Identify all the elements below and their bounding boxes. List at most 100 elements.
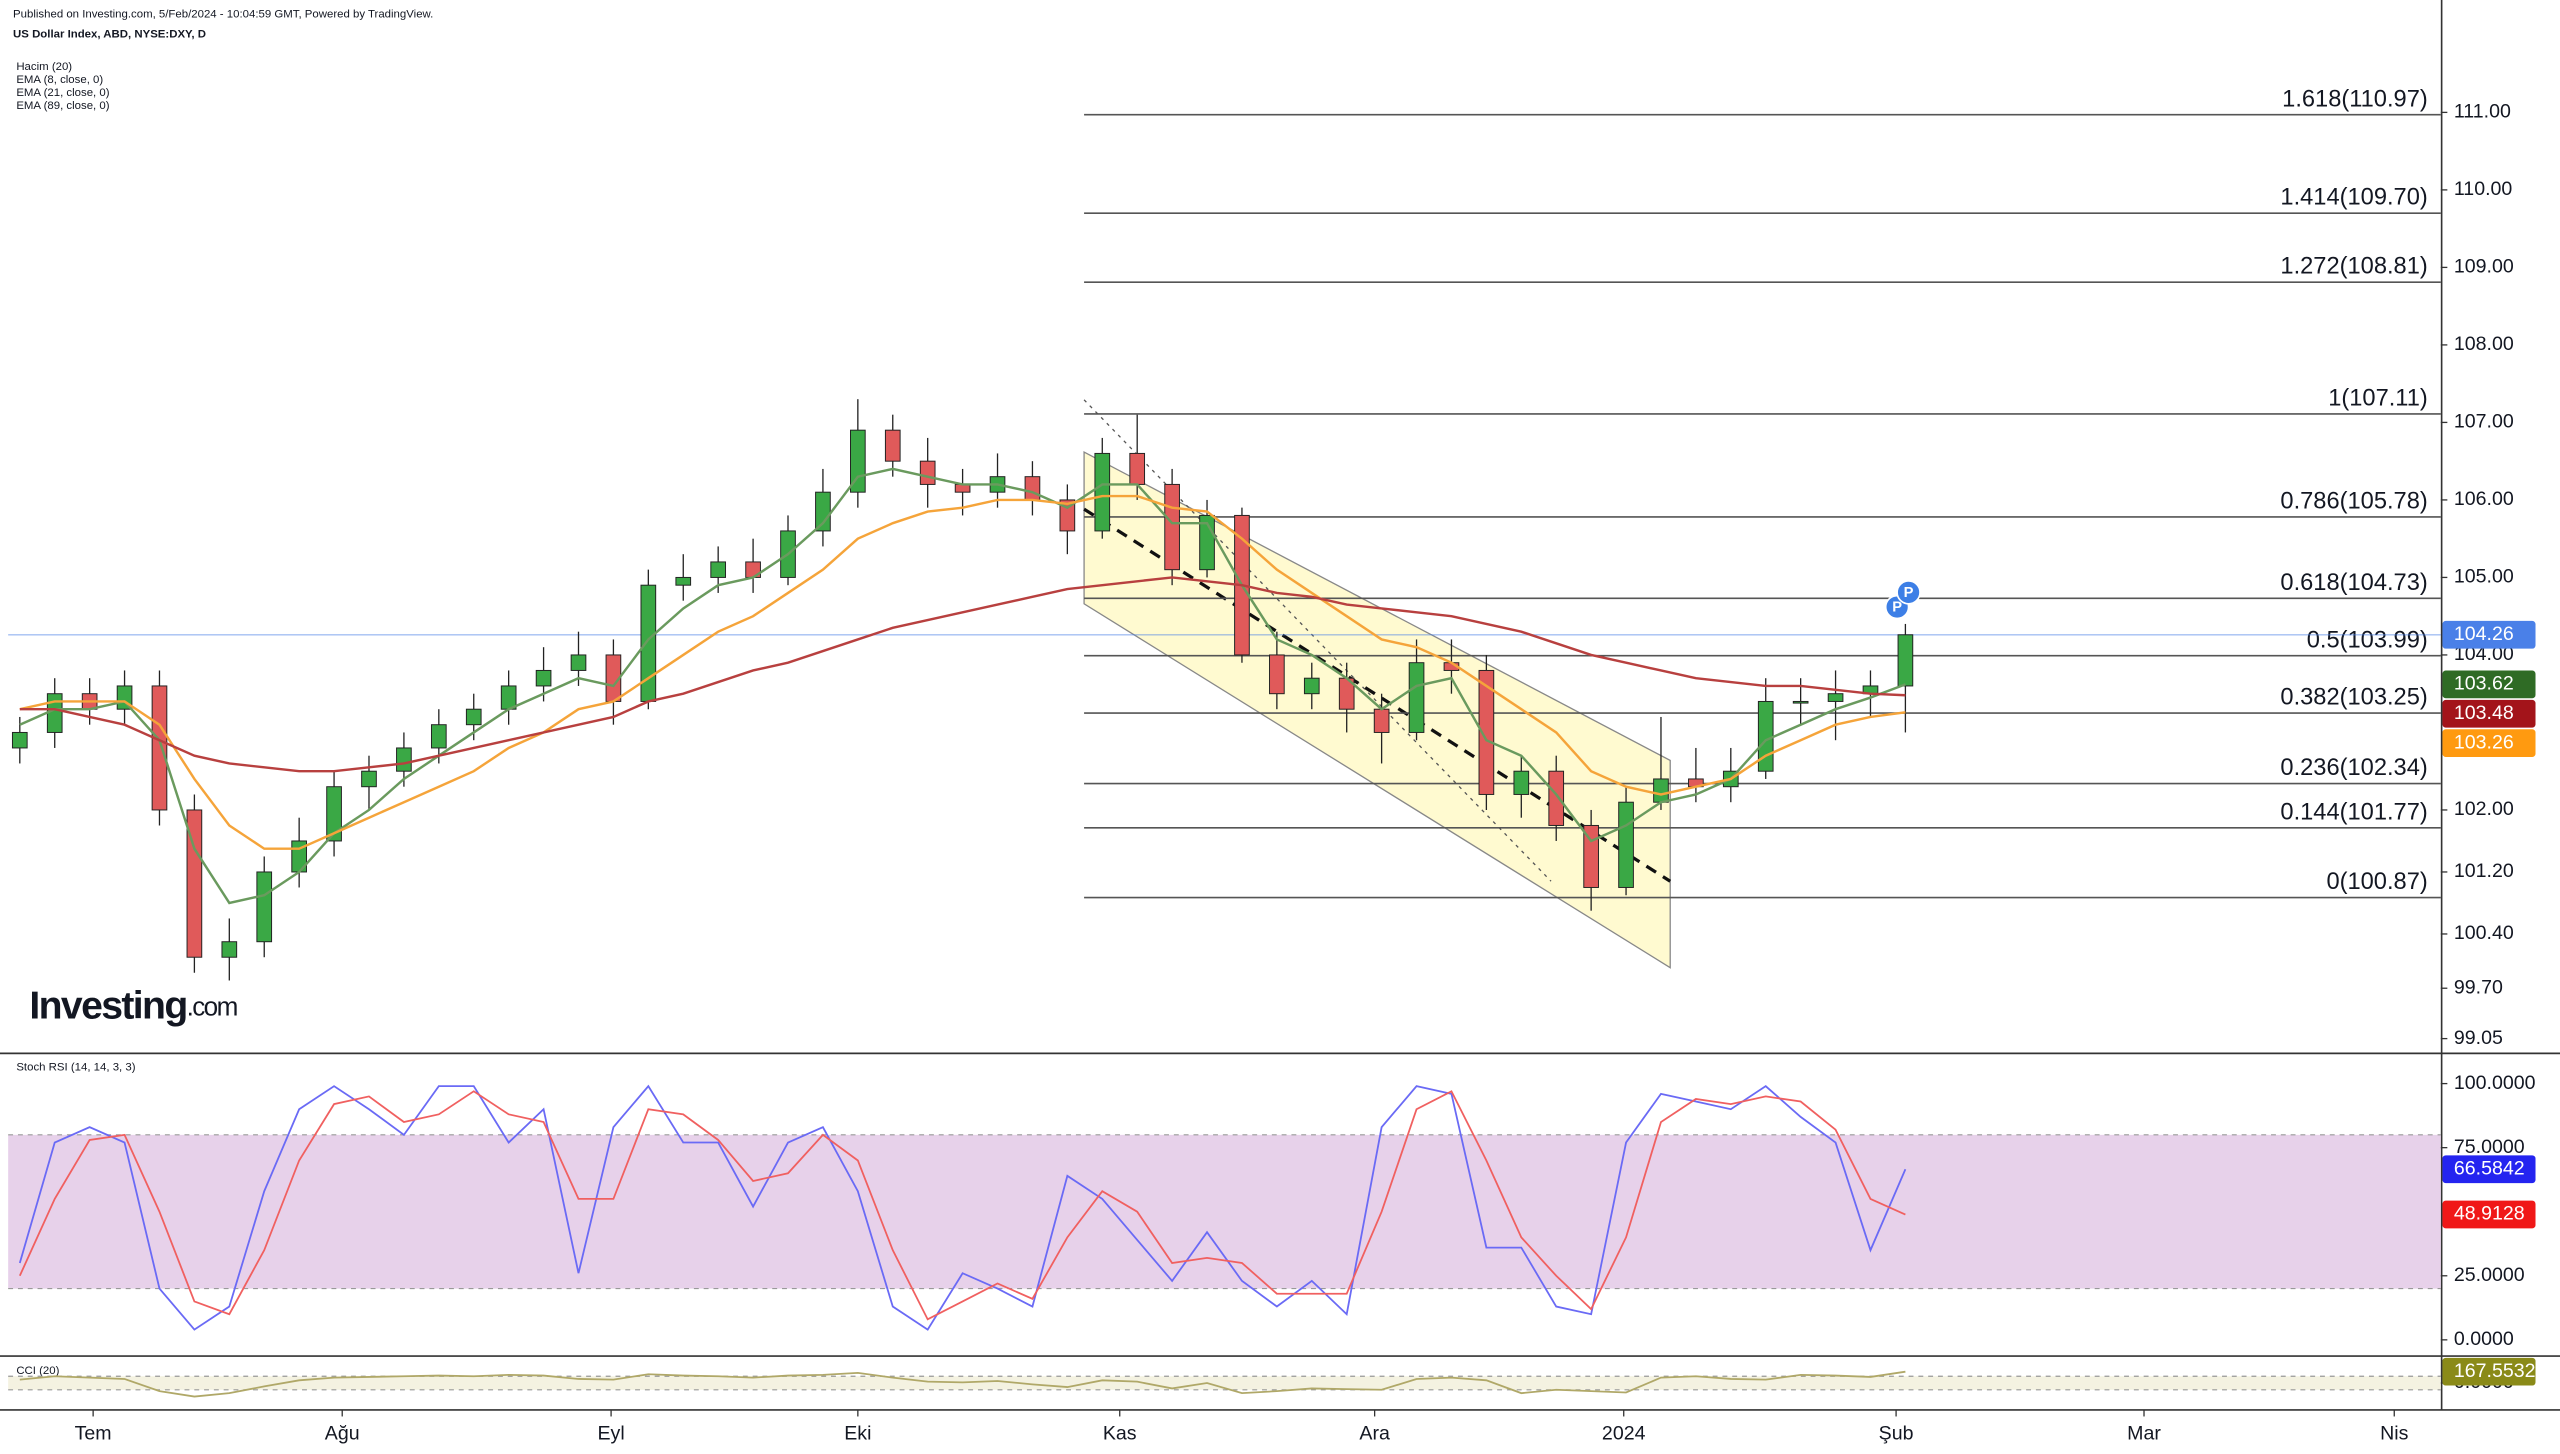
candle-body xyxy=(640,584,657,702)
price-badge xyxy=(2442,1357,2536,1386)
trend-dotted xyxy=(1083,399,1552,882)
candle-body xyxy=(1792,700,1809,704)
candle-body xyxy=(1129,452,1146,485)
fib-label: 0.382(103.25) xyxy=(2280,685,2427,711)
price-badge xyxy=(2442,699,2536,728)
y-tick-label: 75.0000 xyxy=(2454,1136,2525,1158)
price-badge xyxy=(2442,1155,2536,1184)
candle-body xyxy=(1303,677,1320,695)
candle-body xyxy=(570,654,587,671)
price-badge-label: 104.26 xyxy=(2454,623,2514,645)
candle-body xyxy=(465,708,482,726)
candle-body xyxy=(1897,634,1914,687)
candle-body xyxy=(1653,778,1669,803)
candle-body xyxy=(1478,669,1495,795)
candle-body xyxy=(430,724,447,749)
x-tick-label: Şub xyxy=(1879,1423,1914,1445)
y-tick-label: 111.00 xyxy=(2454,101,2511,123)
x-tick-label: Eyl xyxy=(597,1423,624,1445)
pane-title: Stoch RSI (14, 14, 3, 3) xyxy=(16,1061,135,1073)
event-marker xyxy=(1896,580,1921,605)
candle-body xyxy=(1024,476,1041,501)
x-tick-label: Tem xyxy=(75,1423,112,1445)
candle-body xyxy=(1269,654,1285,695)
candle-body xyxy=(1059,499,1076,532)
candle-body xyxy=(675,576,692,586)
fib-label: 0.236(102.34) xyxy=(2280,755,2427,781)
logo: Investing.com xyxy=(29,985,237,1028)
symbol: US Dollar Index, ABD, NYSE:DXY, D xyxy=(13,28,206,40)
y-tick-label: 99.05 xyxy=(2454,1027,2503,1049)
candle-body xyxy=(535,669,552,687)
candle-body xyxy=(326,786,342,842)
price-badge xyxy=(2442,729,2536,758)
series-line xyxy=(19,1370,1906,1398)
candle-body xyxy=(1373,708,1390,733)
candle-body xyxy=(151,685,168,811)
candle-body xyxy=(396,747,412,772)
x-tick-label: Ara xyxy=(1359,1423,1390,1445)
logo-suffix: .com xyxy=(187,991,238,1021)
price-badge-label: 167.5532 xyxy=(2454,1360,2536,1382)
fib-label: 0.5(103.99) xyxy=(2307,627,2428,653)
fib-label: 1.414(109.70) xyxy=(2280,185,2427,211)
price-badge-label: 103.48 xyxy=(2454,702,2514,724)
fib-label: 1(107.11) xyxy=(2328,385,2428,411)
x-tick-label: Nis xyxy=(2380,1423,2408,1445)
fib-label: 0.618(104.73) xyxy=(2280,570,2427,596)
candle-body xyxy=(1548,770,1565,826)
candle-body xyxy=(256,871,273,943)
price-badge-label: 48.9128 xyxy=(2454,1203,2525,1225)
candle-body xyxy=(1757,700,1774,772)
y-tick-label: 100.0000 xyxy=(2454,1072,2536,1094)
candle-body xyxy=(815,491,831,532)
fib-label: 1.618(110.97) xyxy=(2282,86,2428,112)
logo-name: Investing xyxy=(29,985,186,1028)
fib-label: 0(100.87) xyxy=(2326,869,2427,895)
price-badge xyxy=(2442,1200,2536,1229)
series-line xyxy=(18,1084,1907,1331)
event-label: P xyxy=(1892,600,1902,616)
y-tick-label: 105.00 xyxy=(2454,566,2514,588)
trend-dashed xyxy=(1083,507,1672,883)
series-line xyxy=(19,494,1906,850)
fib-label: 1.272(108.81) xyxy=(2280,254,2427,280)
candle-body xyxy=(1618,801,1634,888)
band xyxy=(8,1134,2441,1289)
candle-body xyxy=(1164,483,1180,571)
x-tick-label: Kas xyxy=(1103,1423,1137,1445)
price-badge-label: 103.26 xyxy=(2454,731,2514,753)
price-badge xyxy=(2442,620,2536,649)
y-tick-label: 100.40 xyxy=(2454,922,2514,944)
y-tick-label: 102.00 xyxy=(2454,798,2514,820)
fib-label: 0.786(105.78) xyxy=(2280,489,2427,515)
candle-body xyxy=(221,941,238,958)
y-tick-label: 0.0000 xyxy=(2454,1328,2514,1350)
pane-title: CCI (20) xyxy=(16,1365,59,1377)
indicator: Hacim (20) xyxy=(16,61,72,73)
price-badge-label: 66.5842 xyxy=(2454,1157,2525,1179)
candle-body xyxy=(361,770,377,788)
y-tick-label: 109.00 xyxy=(2454,256,2514,278)
candle-body xyxy=(1408,662,1425,733)
published: Published on Investing.com, 5/Feb/2024 -… xyxy=(13,9,433,21)
x-tick-label: Ağu xyxy=(325,1423,360,1445)
indicator: EMA (8, close, 0) xyxy=(16,74,103,86)
y-tick-label: 107.00 xyxy=(2454,411,2514,433)
candle-body xyxy=(46,693,63,733)
indicator: EMA (89, close, 0) xyxy=(16,100,109,112)
fib-label: 0.144(101.77) xyxy=(2280,799,2427,825)
candle-body xyxy=(884,429,901,462)
x-tick-label: 2024 xyxy=(1602,1423,1646,1445)
price-badge-label: 103.62 xyxy=(2454,673,2514,695)
candle-body xyxy=(1513,770,1530,795)
x-tick-label: Eki xyxy=(844,1423,871,1445)
y-tick-label: 25.0000 xyxy=(2454,1264,2525,1286)
series-line xyxy=(19,576,1906,773)
candle-body xyxy=(1094,452,1111,532)
candle-body xyxy=(11,731,28,749)
y-tick-label: 106.00 xyxy=(2454,488,2514,510)
candle-body xyxy=(1583,824,1599,888)
